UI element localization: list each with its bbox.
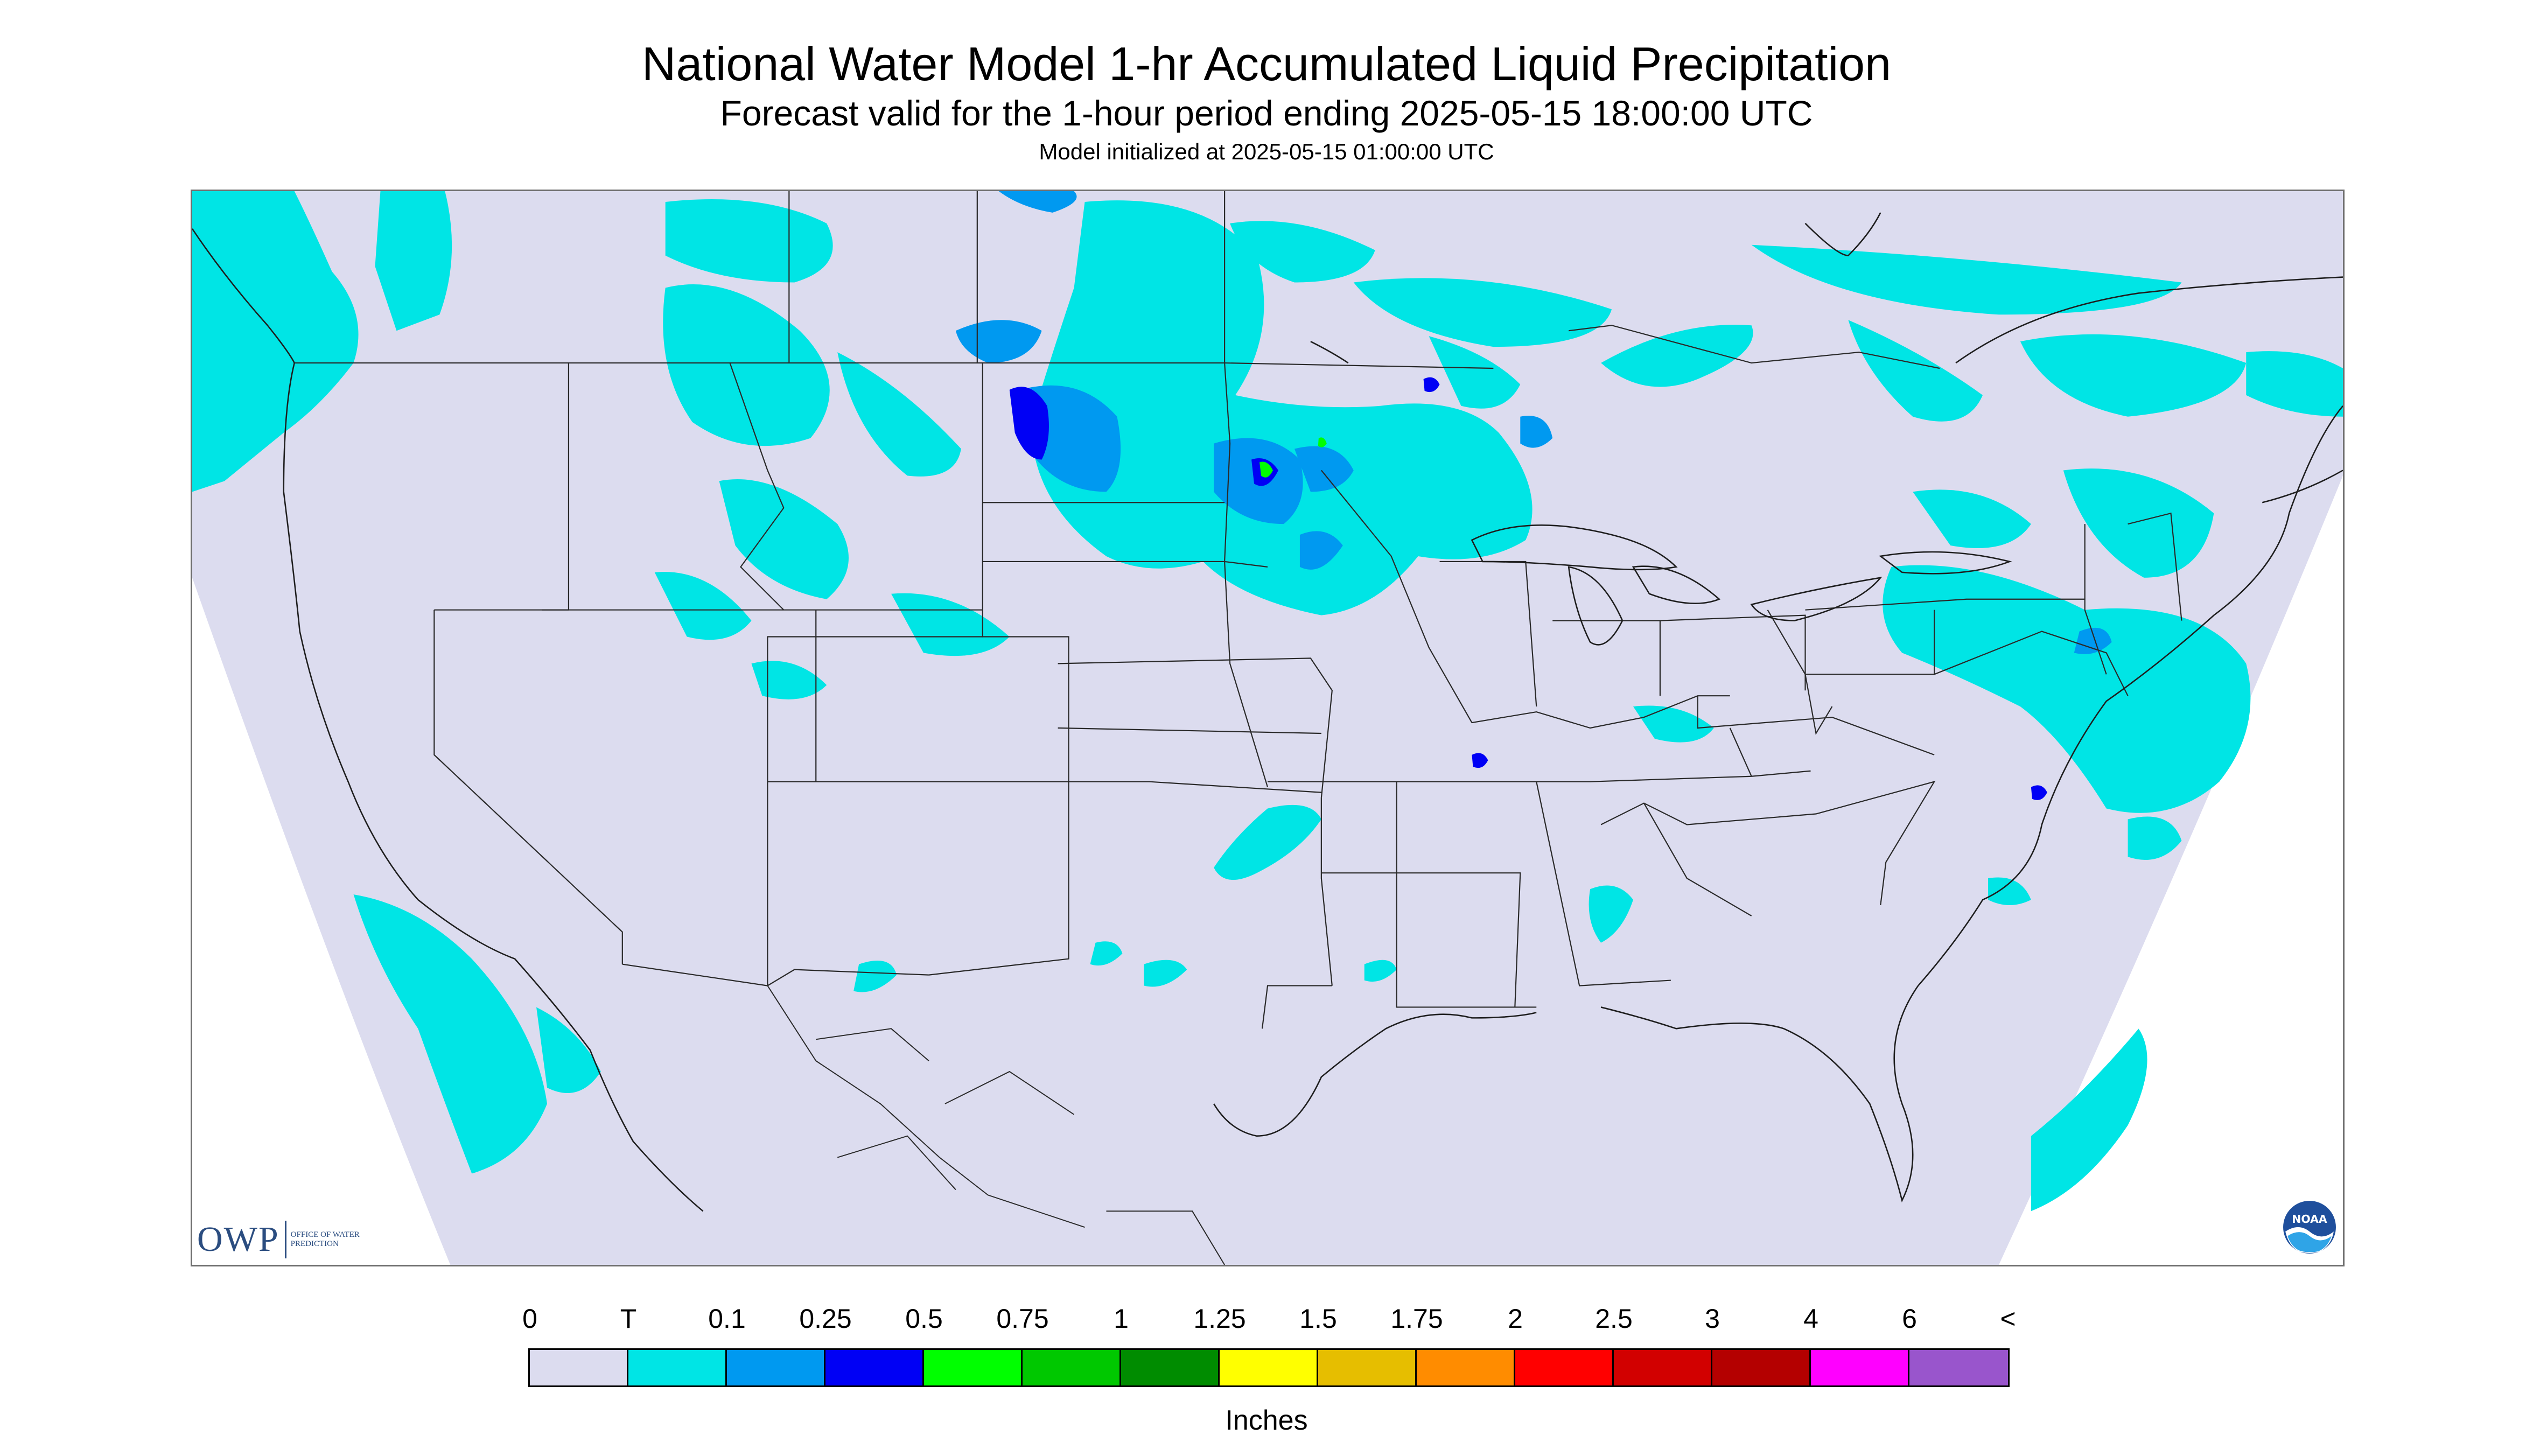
model-init-line: Model initialized at 2025-05-15 01:00:00… [1039, 139, 1494, 164]
legend-swatch [1417, 1350, 1515, 1385]
legend-swatch [1023, 1350, 1121, 1385]
mexico-boundaries [767, 985, 1225, 1265]
legend-swatch [1121, 1350, 1220, 1385]
legend-tick-label: 1 [1114, 1304, 1129, 1334]
legend-tick-label: 2 [1508, 1304, 1523, 1334]
legend-tick-label: < [2000, 1304, 2016, 1334]
noaa-logo-icon: NOAA [2283, 1201, 2336, 1254]
legend-tick-label: 1.5 [1299, 1304, 1337, 1334]
legend-tick-label: 0.75 [996, 1304, 1049, 1334]
legend-swatch [825, 1350, 924, 1385]
legend-swatch [1515, 1350, 1614, 1385]
model-domain [192, 191, 2343, 1265]
legend-tick-label: T [620, 1304, 637, 1334]
legend-swatch [727, 1350, 825, 1385]
precip-heavy-areas [1259, 437, 1327, 478]
legend-color-bar [528, 1348, 2010, 1387]
legend-tick-label: 0 [522, 1304, 537, 1334]
legend-swatch [924, 1350, 1023, 1385]
legend-tick-label: 2.5 [1595, 1304, 1633, 1334]
map-title: National Water Model 1-hr Accumulated Li… [641, 37, 1892, 90]
legend-tick-label: 1.25 [1193, 1304, 1246, 1334]
legend-tick-label: 3 [1705, 1304, 1720, 1334]
legend-tick-label: 0.25 [799, 1304, 852, 1334]
legend-tick-label: 0.1 [708, 1304, 746, 1334]
legend-swatch [1318, 1350, 1417, 1385]
legend-swatch [628, 1350, 727, 1385]
legend-units-label: Inches [1225, 1405, 1308, 1436]
legend-swatch [1614, 1350, 1712, 1385]
legend-tick-label: 0.5 [905, 1304, 943, 1334]
owp-logo: OWP Office of Water Prediction [197, 1220, 361, 1259]
legend-swatch [1712, 1350, 1811, 1385]
owp-logo-mark: OWP [197, 1221, 286, 1258]
noaa-logo: NOAA [2282, 1200, 2337, 1255]
legend-tick-label: 6 [1902, 1304, 1917, 1334]
legend-swatch [1811, 1350, 1909, 1385]
state-boundaries [294, 191, 2182, 1029]
noaa-logo-text: NOAA [2292, 1213, 2327, 1226]
precip-trace-areas [192, 191, 2343, 1212]
legend-swatch [530, 1350, 628, 1385]
legend-tick-label: 4 [1803, 1304, 1818, 1334]
precipitation-map[interactable] [191, 190, 2345, 1266]
coastlines [192, 212, 2343, 1212]
legend-tick-label: 1.75 [1390, 1304, 1443, 1334]
map-canvas [192, 191, 2343, 1265]
owp-logo-words: Office of Water Prediction [290, 1230, 360, 1248]
map-subtitle: Forecast valid for the 1-hour period end… [720, 93, 1813, 133]
legend-swatch [1909, 1350, 2008, 1385]
legend-swatch [1220, 1350, 1318, 1385]
